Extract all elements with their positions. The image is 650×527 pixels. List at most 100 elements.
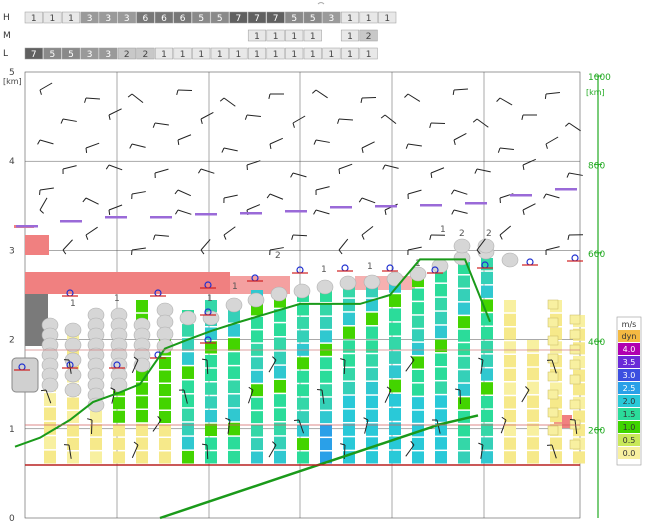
speed-cell: [458, 289, 470, 301]
wind-barb: [362, 142, 375, 148]
cloud-cell-value: 7: [254, 14, 260, 24]
speed-cell: [527, 368, 539, 380]
wind-barb: [132, 94, 143, 103]
speed-cell: [343, 382, 355, 394]
speed-cell: [182, 451, 194, 464]
column-label: 1: [232, 282, 238, 292]
speed-cell: [366, 327, 378, 339]
level-marker: [420, 204, 442, 207]
speed-cell: [366, 382, 378, 394]
speed-cell: [435, 284, 447, 296]
speed-cell: [504, 341, 516, 353]
speed-cell: [251, 438, 263, 450]
speed-cell: [320, 303, 332, 315]
speed-cell: [297, 452, 309, 464]
band: [25, 235, 49, 255]
speed-cell: [343, 396, 355, 408]
cloud-cell-value: 1: [31, 14, 37, 24]
droplet: [502, 253, 518, 267]
speed-cell: [228, 395, 240, 408]
speed-cell: [366, 396, 378, 408]
speed-cell: [412, 302, 424, 314]
column-label: 1: [114, 294, 120, 304]
speed-cell: [527, 409, 539, 421]
level-marker: [16, 225, 38, 228]
speed-cell: [504, 396, 516, 408]
speed-cell: [527, 340, 539, 352]
wind-barb: [477, 119, 488, 127]
speed-cell: [274, 437, 286, 450]
droplet: [134, 358, 150, 372]
speed-cell: [458, 438, 470, 450]
speed-cell: [228, 352, 240, 365]
wind-barb: [408, 247, 422, 250]
wind-barb: [128, 94, 132, 97]
side-cell: [570, 440, 580, 449]
cloud-cell-value: 3: [105, 50, 111, 60]
wind-barb: [408, 94, 420, 101]
speed-cell: [458, 303, 470, 315]
speed-cell: [458, 357, 470, 369]
wind-barb: [546, 247, 560, 250]
legend-label: 0.5: [623, 436, 636, 445]
speed-cell: [389, 422, 401, 435]
speed-cell: [159, 398, 171, 410]
wind-barb: [109, 109, 122, 115]
wind-barb: [38, 140, 40, 144]
wind-barb: [546, 137, 558, 144]
speed-cell: [251, 357, 263, 369]
cloud-cell-value: 1: [347, 50, 353, 60]
level-marker: [195, 213, 217, 216]
side-cell: [570, 360, 580, 369]
speed-cell: [274, 352, 286, 365]
speed-cell: [504, 451, 516, 463]
wind-barb: [569, 173, 583, 175]
speed-cell: [389, 294, 401, 307]
speed-cell: [504, 438, 516, 450]
cloud-cell-value: 7: [236, 14, 242, 24]
speed-cell: [44, 451, 56, 464]
station-marker: [572, 255, 578, 261]
speed-cell: [274, 323, 286, 336]
column-label: 1: [70, 299, 76, 309]
speed-cell: [412, 411, 424, 423]
wind-barb: [454, 190, 467, 194]
cloud-cell-value: 1: [366, 14, 372, 24]
wind-barb: [569, 123, 581, 131]
speed-cell: [389, 394, 401, 407]
cloud-cell-value: 1: [291, 32, 297, 42]
speed-cell: [228, 409, 240, 422]
wind-barb: [40, 140, 53, 144]
cloud-row-label: L: [3, 49, 8, 59]
wind-barb: [178, 210, 191, 214]
wind-barb: [201, 112, 213, 119]
speed-cell: [159, 425, 171, 437]
speed-cell: [67, 398, 79, 410]
speed-cell: [504, 314, 516, 326]
speed-cell: [435, 326, 447, 338]
wind-barb: [130, 144, 132, 148]
speed-cell: [412, 343, 424, 355]
cloud-cell-value: 1: [217, 50, 223, 60]
speed-cell: [481, 396, 493, 408]
legend-title: m/s: [622, 320, 637, 329]
speed-cell: [228, 451, 240, 464]
speed-cell: [412, 329, 424, 341]
legend-label: 3.5: [623, 358, 636, 367]
wind-barb: [523, 210, 524, 215]
wind-barb: [406, 144, 408, 149]
cloud-row-label: H: [3, 13, 10, 23]
wind-barb: [385, 210, 386, 215]
speed-cell: [297, 411, 309, 423]
droplet: [226, 298, 242, 312]
droplet: [65, 368, 81, 382]
speed-cell: [366, 354, 378, 366]
speed-cell: [205, 451, 217, 463]
left-tick-label: 1: [9, 425, 15, 435]
wind-barb: [404, 94, 408, 98]
wind-barb: [86, 198, 99, 204]
wind-barb: [473, 119, 477, 122]
wind-barb: [314, 140, 316, 145]
speed-cell: [205, 383, 217, 395]
wind-barb: [293, 235, 307, 236]
